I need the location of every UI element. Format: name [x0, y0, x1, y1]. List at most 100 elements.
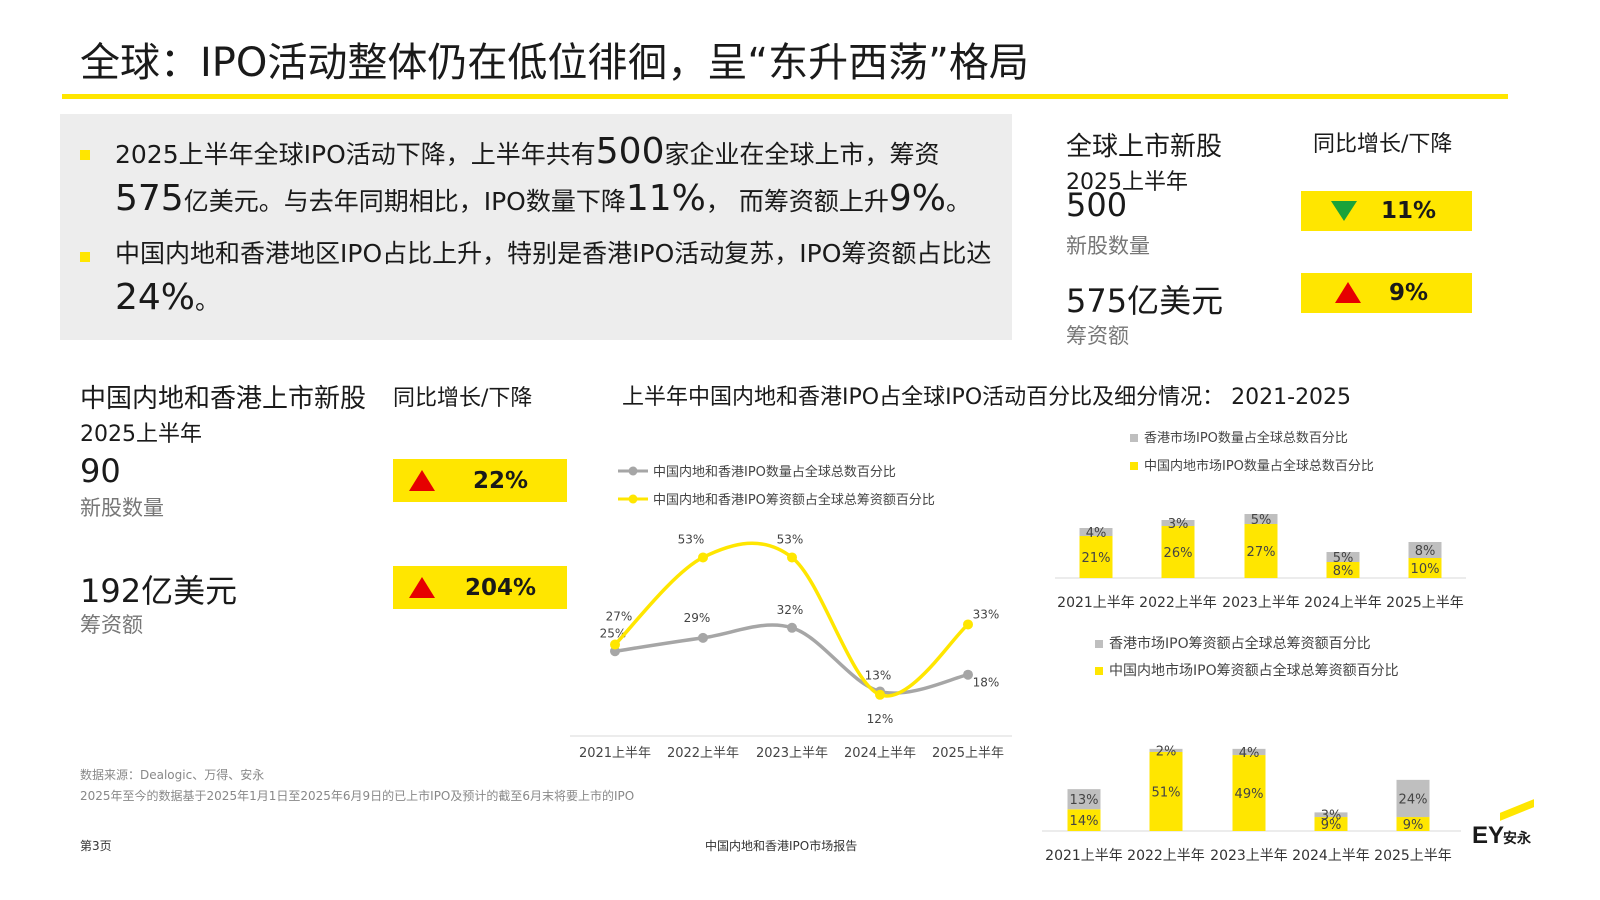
- data-label: 3%: [1321, 809, 1342, 824]
- data-label: 18%: [973, 676, 1000, 690]
- x-tick-label: 2021上半年: [579, 746, 651, 761]
- bar-segment-mainland: [1396, 817, 1430, 831]
- legend-label-2: 中国内地和香港IPO筹资额占全球总筹资额百分比: [653, 492, 935, 508]
- bar-segment-mainland: [1149, 751, 1183, 831]
- data-label: 9%: [1321, 818, 1342, 833]
- global-count-change: 11%: [1381, 198, 1437, 224]
- legend-label-1: 香港市场IPO数量占全球总数百分比: [1144, 430, 1348, 446]
- china-amount-label: 筹资额: [80, 613, 143, 637]
- summary-text: 家企业在全球上市，筹资: [664, 140, 940, 169]
- legend-marker-2: [628, 494, 638, 504]
- legend-label-2: 中国内地市场IPO筹资额占全球总筹资额百分比: [1109, 662, 1399, 679]
- bar-segment-mainland: [1326, 562, 1360, 578]
- bar-segment-mainland: [1244, 524, 1278, 578]
- data-point: [875, 689, 885, 700]
- bar-segment-mainland: [1408, 558, 1442, 578]
- legend-marker-1: [628, 466, 638, 476]
- summary-text: 。: [195, 286, 221, 315]
- global-yoy-header: 同比增长/下降: [1313, 132, 1453, 157]
- bar-chart-ipo-funds: 香港市场IPO筹资额占全球总筹资额百分比中国内地市场IPO筹资额占全球总筹资额百…: [1042, 635, 1461, 864]
- data-label: 10%: [1411, 562, 1440, 577]
- bar-segment-mainland: [1314, 817, 1348, 831]
- legend-label-2: 中国内地市场IPO数量占全球总数百分比: [1144, 458, 1374, 474]
- summary-box: 2025上半年全球IPO活动下降，上半年共有500家企业在全球上市，筹资 575亿…: [60, 114, 1012, 340]
- global-count: 500: [1066, 186, 1128, 224]
- x-tick-label: 2021上半年: [1045, 848, 1123, 864]
- bar-segment-mainland: [1067, 809, 1101, 831]
- series-line-2: [613, 541, 970, 698]
- summary-bullet-1: 2025上半年全球IPO活动下降，上半年共有500家企业在全球上市，筹资 575亿…: [115, 130, 1005, 224]
- global-header: 全球上市新股: [1066, 132, 1223, 162]
- data-point: [963, 669, 973, 680]
- data-label: 3%: [1168, 517, 1189, 532]
- x-tick-label: 2022上半年: [667, 746, 739, 761]
- china-yoy-header: 同比增长/下降: [393, 386, 533, 411]
- x-tick-label: 2023上半年: [756, 746, 828, 761]
- up-arrow-icon: [409, 469, 435, 491]
- logo-slash-icon: [1500, 799, 1534, 821]
- china-count-change-box: 22%: [393, 459, 567, 502]
- bar-segment-hongkong: [1067, 789, 1101, 810]
- title-underline: [62, 94, 1508, 99]
- up-arrow-icon: [409, 576, 435, 598]
- page-number: 第3页: [80, 839, 112, 853]
- china-amount: 192亿美元: [80, 572, 238, 610]
- line-chart: 中国内地和香港IPO数量占全球总数百分比中国内地和香港IPO筹资额占全球总筹资额…: [570, 464, 1012, 761]
- global-amount-change: 9%: [1389, 280, 1429, 306]
- data-label: 8%: [1415, 544, 1436, 559]
- ey-logo: EY 安永: [1470, 799, 1540, 854]
- bar-segment-mainland: [1161, 526, 1195, 578]
- logo-cn: 安永: [1503, 831, 1531, 847]
- summary-number: 11%: [625, 178, 706, 219]
- data-label: 24%: [1399, 792, 1428, 807]
- bullet-marker-1: [80, 150, 90, 160]
- data-label: 27%: [1247, 545, 1276, 560]
- global-period: 2025上半年: [1066, 170, 1188, 195]
- data-label: 27%: [606, 610, 633, 624]
- data-label: 53%: [777, 532, 804, 546]
- data-label: 4%: [1086, 526, 1107, 541]
- bar-segment-mainland: [1232, 755, 1266, 831]
- x-tick-label: 2022上半年: [1127, 848, 1205, 864]
- summary-bullet-2: 中国内地和香港地区IPO占比上升，特别是香港IPO活动复苏，IPO筹资额占比达 2…: [115, 232, 1005, 323]
- china-count: 90: [80, 452, 121, 490]
- summary-text: 亿美元。与去年同期相比，IPO数量下降: [183, 187, 626, 216]
- china-count-label: 新股数量: [80, 496, 164, 520]
- data-label: 5%: [1333, 551, 1354, 566]
- summary-text: ， 而筹资额上升: [705, 187, 889, 216]
- down-arrow-icon: [1331, 201, 1357, 221]
- global-count-label: 新股数量: [1066, 234, 1150, 258]
- global-amount-label: 筹资额: [1066, 324, 1129, 348]
- data-label: 33%: [973, 607, 1000, 621]
- bar-segment-hongkong: [1408, 542, 1442, 558]
- data-point: [610, 639, 620, 650]
- legend-swatch-1: [1095, 640, 1103, 648]
- data-label: 49%: [1235, 787, 1264, 802]
- summary-text: 中国内地和香港地区IPO占比上升，特别是香港IPO活动复苏，IPO筹资额占比达: [115, 239, 992, 268]
- data-label: 21%: [1082, 551, 1111, 566]
- x-tick-label: 2024上半年: [1304, 595, 1382, 611]
- data-label: 13%: [1070, 793, 1099, 808]
- bar-segment-hongkong: [1396, 779, 1430, 818]
- data-label: 8%: [1333, 564, 1354, 579]
- bar-segment-hongkong: [1161, 520, 1195, 526]
- data-label: 25%: [600, 626, 627, 640]
- up-arrow-icon: [1335, 282, 1361, 303]
- data-point: [963, 619, 973, 630]
- china-amount-change: 204%: [465, 574, 537, 601]
- page-title: 全球：IPO活动整体仍在低位徘徊，呈“东升西荡”格局: [80, 40, 1029, 86]
- bar-segment-hongkong: [1232, 748, 1266, 756]
- bar-segment-hongkong: [1149, 748, 1183, 752]
- data-label: 4%: [1239, 746, 1260, 761]
- x-tick-label: 2023上半年: [1210, 848, 1288, 864]
- x-tick-label: 2023上半年: [1222, 595, 1300, 611]
- global-count-change-box: 11%: [1301, 191, 1472, 231]
- summary-number: 575: [115, 178, 184, 219]
- bar-segment-mainland: [1079, 536, 1113, 578]
- data-label: 32%: [777, 603, 804, 617]
- data-label: 13%: [865, 668, 892, 682]
- chart-section-title: 上半年中国内地和香港IPO占全球IPO活动百分比及细分情况： 2021-2025: [622, 385, 1352, 410]
- summary-text: 2025上半年全球IPO活动下降，上半年共有: [115, 140, 596, 169]
- bar-segment-hongkong: [1079, 528, 1113, 536]
